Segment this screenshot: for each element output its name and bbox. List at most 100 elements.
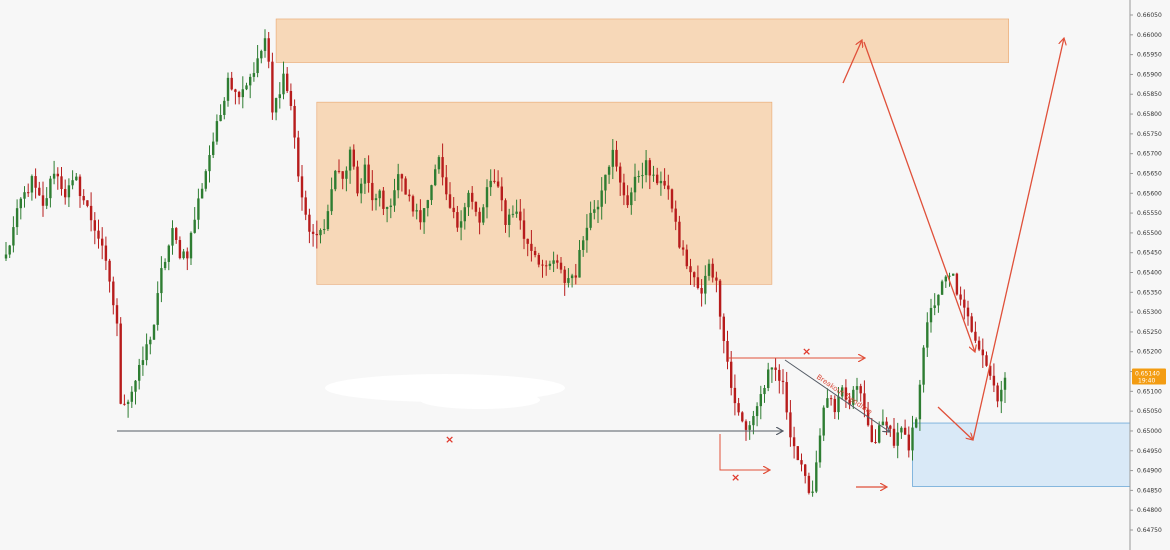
candle: [848, 392, 851, 410]
candle-body: [944, 276, 947, 282]
candle-body: [219, 115, 222, 122]
candle: [696, 265, 700, 290]
candle: [52, 160, 56, 185]
candle: [397, 163, 400, 199]
candle-body: [123, 403, 126, 405]
candle: [241, 76, 244, 109]
candle: [134, 379, 137, 405]
candle-body: [589, 212, 592, 228]
candle-body: [989, 365, 992, 376]
candle-body: [419, 210, 422, 223]
candle: [315, 220, 318, 249]
candle-body: [530, 243, 533, 251]
candle-body: [563, 269, 566, 283]
price-tick-label: 0.65850: [1137, 91, 1162, 98]
candle-body: [378, 190, 381, 199]
candle: [215, 114, 219, 145]
candle: [175, 226, 178, 244]
candle-body: [193, 219, 196, 233]
candle-body: [12, 227, 15, 246]
candle: [45, 187, 48, 210]
candle-body: [49, 178, 52, 199]
candle: [496, 170, 500, 188]
candle: [101, 227, 104, 260]
candle: [200, 183, 204, 199]
candle: [611, 139, 614, 180]
candle-body: [767, 369, 770, 388]
candle: [289, 83, 293, 111]
candle-body: [112, 281, 115, 306]
candle: [785, 371, 788, 420]
candle: [352, 144, 355, 170]
candle: [977, 336, 981, 352]
candle: [519, 199, 522, 230]
candle-body: [363, 164, 367, 184]
candle-body: [493, 180, 496, 182]
candle: [123, 394, 126, 406]
candle-body: [752, 416, 755, 426]
candle-body: [212, 141, 215, 156]
candle-body: [641, 175, 644, 177]
candle-body: [574, 275, 577, 278]
candle-body: [397, 174, 400, 191]
candle: [626, 185, 629, 208]
candle: [226, 72, 230, 107]
candle-body: [101, 238, 104, 246]
projection-arrow-rally: [972, 38, 1064, 441]
candle: [508, 208, 511, 238]
candle: [578, 240, 581, 278]
candle-body: [78, 176, 82, 197]
candle: [863, 380, 866, 418]
candle: [434, 164, 437, 187]
candle: [885, 417, 888, 436]
candle: [145, 333, 148, 366]
candle-body: [726, 341, 729, 362]
candle-body: [741, 412, 744, 422]
candle-body: [249, 76, 252, 86]
candle-body: [700, 287, 703, 294]
candle: [408, 189, 411, 202]
candle-body: [977, 340, 981, 350]
candle-body: [441, 157, 444, 178]
candle: [681, 240, 685, 256]
candle-body: [15, 208, 19, 228]
candle-body: [707, 263, 711, 276]
candle: [600, 177, 603, 220]
candle: [378, 189, 381, 207]
candle: [944, 275, 947, 288]
candle-body: [156, 293, 159, 325]
candle: [441, 143, 444, 186]
price-tick-label: 0.65100: [1137, 388, 1162, 395]
candle-body: [704, 275, 707, 294]
candle-body: [82, 196, 85, 201]
candle-body: [541, 264, 544, 266]
candle: [678, 215, 681, 249]
candle-body: [178, 240, 182, 259]
cross-mark: ×: [445, 433, 454, 446]
candle-body: [141, 360, 145, 365]
candle: [852, 386, 855, 409]
candle: [789, 400, 792, 447]
candle: [644, 149, 648, 183]
candle: [263, 29, 267, 58]
candle-body: [626, 195, 629, 206]
candle: [963, 289, 966, 320]
candle: [804, 463, 807, 484]
candle: [892, 418, 896, 449]
candle-body: [297, 137, 300, 177]
candle-body: [929, 307, 933, 323]
candle-body: [152, 324, 156, 340]
candle: [152, 324, 156, 341]
candle-body: [241, 89, 244, 98]
candle-body: [822, 407, 825, 436]
candle: [811, 480, 814, 497]
candle-body: [256, 58, 259, 74]
candle: [330, 177, 333, 215]
price-tick-label: 0.65500: [1137, 230, 1162, 237]
zones-layer: [275, 18, 1170, 487]
candle: [411, 194, 415, 217]
candle-body: [966, 307, 970, 317]
candle: [126, 399, 130, 418]
candle-body: [19, 198, 22, 209]
